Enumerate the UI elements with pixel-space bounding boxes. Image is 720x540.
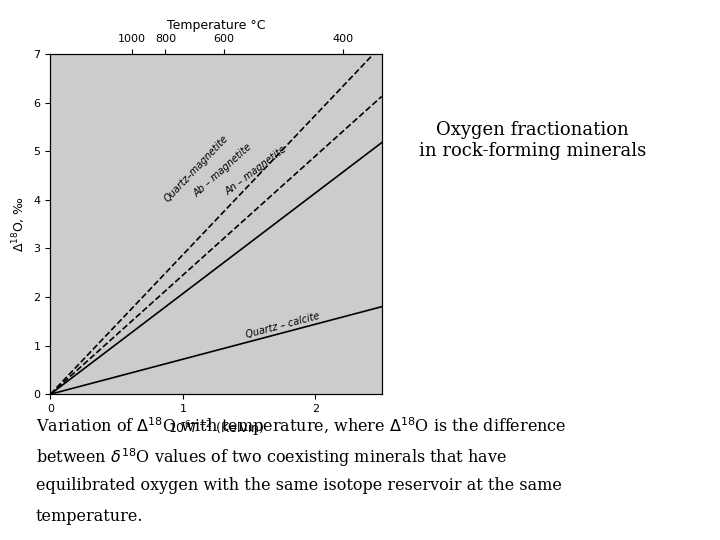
Y-axis label: $\Delta^{18}$O, ‰: $\Delta^{18}$O, ‰	[10, 196, 28, 252]
Text: Variation of $\Delta^{18}$O with temperature, where $\Delta^{18}$O is the differ: Variation of $\Delta^{18}$O with tempera…	[36, 416, 567, 438]
Text: Ab – magnetite: Ab – magnetite	[192, 142, 253, 199]
Text: Quartz – calcite: Quartz – calcite	[244, 310, 320, 340]
X-axis label: $10^6T^{-2}$ (Kelvin): $10^6T^{-2}$ (Kelvin)	[168, 420, 264, 437]
Text: temperature.: temperature.	[36, 508, 143, 525]
X-axis label: Temperature °C: Temperature °C	[167, 19, 265, 32]
Text: between $\delta^{18}$O values of two coexisting minerals that have: between $\delta^{18}$O values of two coe…	[36, 447, 507, 469]
Text: Quartz–magnetite: Quartz–magnetite	[162, 133, 230, 204]
Text: Oxygen fractionation
in rock-forming minerals: Oxygen fractionation in rock-forming min…	[419, 121, 647, 160]
Text: equilibrated oxygen with the same isotope reservoir at the same: equilibrated oxygen with the same isotop…	[36, 477, 562, 494]
Text: An – magnetite: An – magnetite	[223, 144, 288, 197]
